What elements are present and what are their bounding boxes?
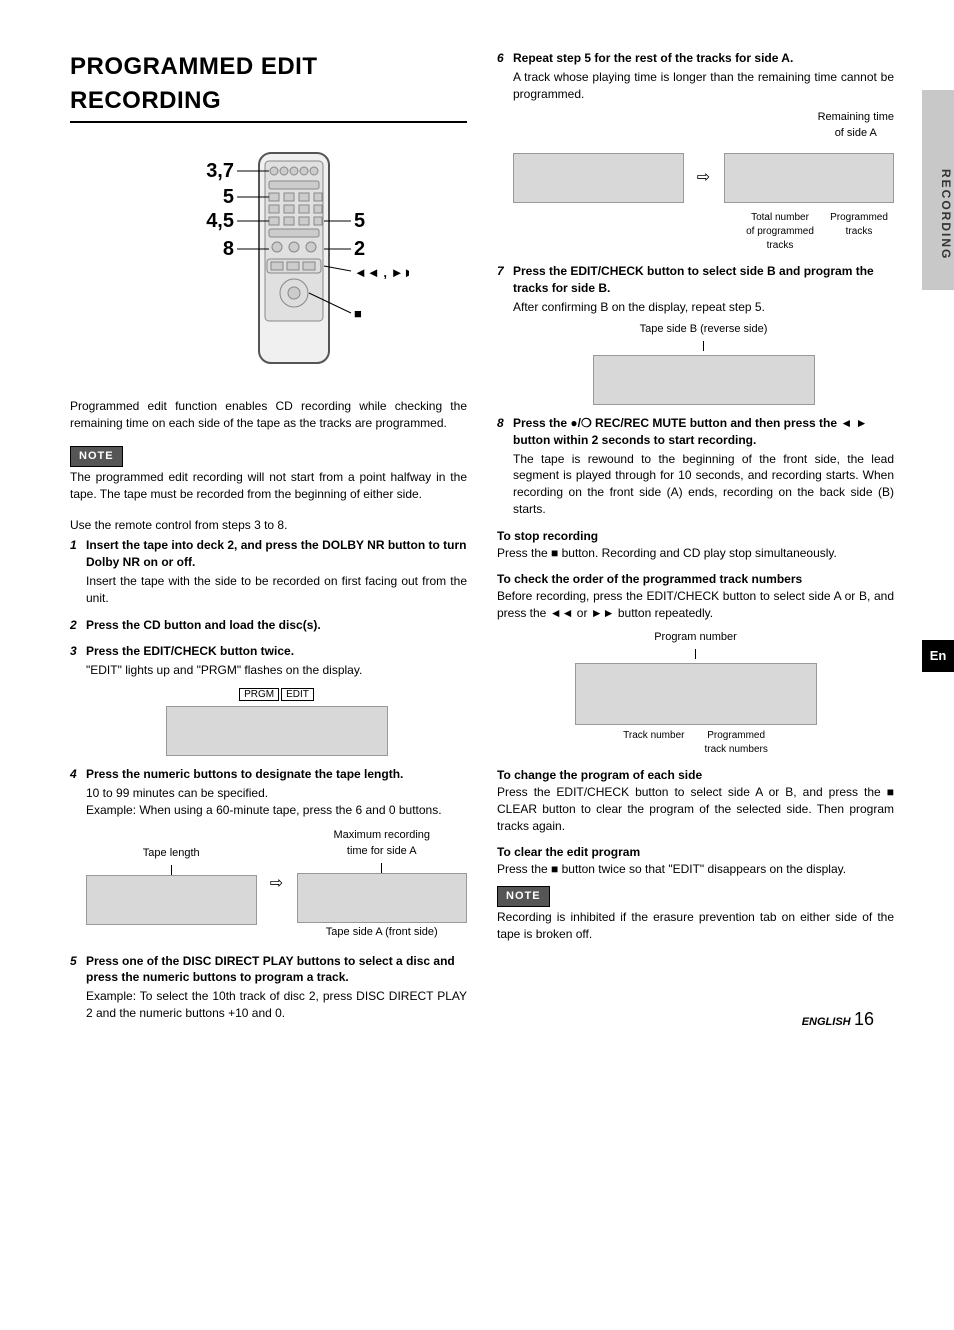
page-title: PROGRAMMED EDIT RECORDING: [70, 50, 467, 117]
step-4: 4 Press the numeric buttons to designate…: [70, 766, 467, 943]
svg-text:4,5: 4,5: [206, 210, 234, 232]
sub-clear-body: Press the ■ button twice so that "EDIT" …: [497, 861, 894, 878]
remote-diagram: 3,7 5 4,5 8 5 2 ◄◄ , ►► ■: [70, 143, 467, 378]
step-1: 1 Insert the tape into deck 2, and press…: [70, 537, 467, 606]
svg-text:◄◄ , ►►: ◄◄ , ►►: [354, 265, 409, 280]
sub-stop-body: Press the ■ button. Recording and CD pla…: [497, 545, 894, 562]
display-max-time: [297, 873, 468, 923]
prgm-edit-indicator: PRGMEDIT: [86, 685, 467, 702]
display-check: [575, 663, 817, 725]
note-1: The programmed edit recording will not s…: [70, 469, 467, 503]
step-7: 7 Press the EDIT/CHECK button to select …: [497, 263, 894, 405]
step-6: 6 Repeat step 5 for the rest of the trac…: [497, 50, 894, 253]
note-2: Recording is inhibited if the erasure pr…: [497, 909, 894, 943]
step-8: 8 Press the ●/❍ REC/REC MUTE button and …: [497, 415, 894, 518]
svg-text:2: 2: [354, 238, 365, 260]
sub-change-heading: To change the program of each side: [497, 767, 894, 784]
svg-text:■: ■: [354, 306, 362, 321]
right-column: 6 Repeat step 5 for the rest of the trac…: [497, 50, 894, 1032]
note-badge-2: NOTE: [497, 886, 550, 907]
intro-text: Programmed edit function enables CD reco…: [70, 398, 467, 432]
sub-change-body: Press the EDIT/CHECK button to select si…: [497, 784, 894, 834]
language-tab: En: [922, 640, 954, 672]
step-3: 3 Press the EDIT/CHECK button twice. "ED…: [70, 643, 467, 756]
display-step7: [593, 355, 815, 405]
note-badge: NOTE: [70, 446, 123, 467]
page-footer: ENGLISH 16: [802, 1007, 874, 1032]
svg-text:8: 8: [222, 238, 233, 260]
arrow-icon: ⇨: [694, 167, 714, 189]
display-step6-left: [513, 153, 684, 203]
svg-text:5: 5: [222, 186, 233, 208]
sub-check-body: Before recording, press the EDIT/CHECK b…: [497, 588, 894, 622]
sub-stop-heading: To stop recording: [497, 528, 894, 545]
step-5: 5 Press one of the DISC DIRECT PLAY butt…: [70, 953, 467, 1022]
pre-step: Use the remote control from steps 3 to 8…: [70, 517, 467, 534]
svg-text:3,7: 3,7: [206, 160, 234, 182]
step-2: 2 Press the CD button and load the disc(…: [70, 617, 467, 634]
display-tape-length: [86, 875, 257, 925]
sub-check-heading: To check the order of the programmed tra…: [497, 571, 894, 588]
svg-text:5: 5: [354, 210, 365, 232]
sub-clear-heading: To clear the edit program: [497, 844, 894, 861]
display-step6-right: [724, 153, 895, 203]
arrow-icon: ⇨: [267, 873, 287, 895]
display-step3: [166, 706, 388, 756]
left-column: PROGRAMMED EDIT RECORDING: [70, 50, 467, 1032]
side-tab-recording: RECORDING: [922, 90, 954, 290]
